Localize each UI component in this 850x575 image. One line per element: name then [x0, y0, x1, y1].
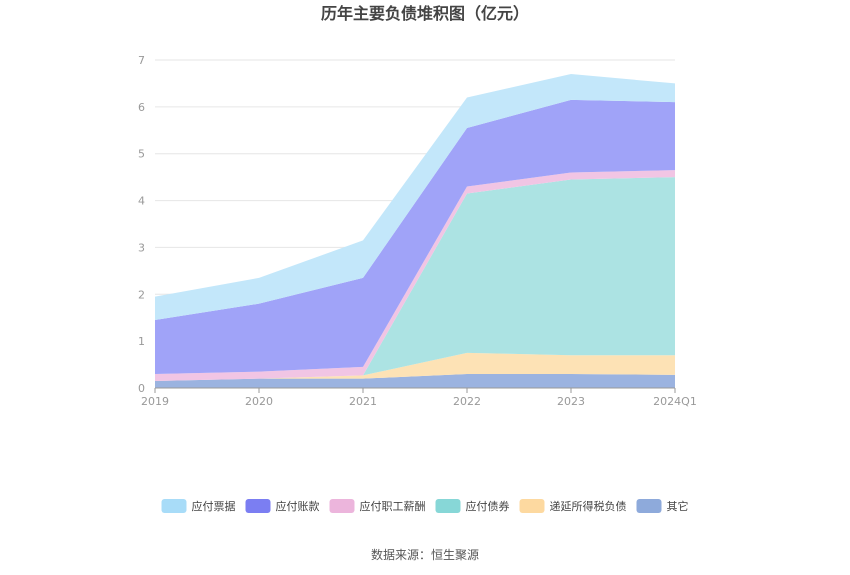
- legend-swatch: [329, 499, 355, 513]
- y-tick-label: 4: [138, 195, 145, 208]
- legend: 应付票据 应付账款 应付职工薪酬 应付债券 递延所得税负债 其它: [161, 499, 689, 513]
- legend-item[interactable]: 应付账款: [245, 499, 320, 513]
- area-应付账款: [155, 99, 675, 374]
- legend-label: 应付账款: [276, 499, 320, 513]
- y-tick-label: 5: [138, 148, 145, 161]
- y-tick-label: 1: [138, 335, 145, 348]
- legend-item[interactable]: 应付债券: [435, 499, 510, 513]
- legend-item[interactable]: 递延所得税负债: [519, 499, 627, 513]
- y-tick-label: 2: [138, 288, 145, 301]
- x-axis: 2019 2020 2021 2022 2023 2024Q1: [141, 387, 697, 408]
- legend-swatch: [519, 499, 545, 513]
- x-tick-label: 2019: [141, 395, 169, 408]
- legend-swatch: [161, 499, 187, 513]
- area-其它: [155, 373, 675, 388]
- area-series-group: [155, 74, 675, 388]
- legend-item[interactable]: 应付票据: [161, 499, 236, 513]
- legend-swatch: [245, 499, 271, 513]
- y-tick-label: 3: [138, 241, 145, 254]
- legend-label: 应付职工薪酬: [360, 499, 426, 513]
- data-source: 数据来源：恒生聚源: [371, 547, 479, 562]
- legend-item[interactable]: 其它: [636, 499, 689, 513]
- x-tick-label: 2020: [245, 395, 273, 408]
- y-tick-label: 0: [138, 382, 145, 395]
- x-tick-label: 2022: [453, 395, 481, 408]
- legend-label: 应付债券: [466, 499, 510, 513]
- area-应付债券: [155, 177, 675, 381]
- legend-label: 应付票据: [192, 499, 236, 513]
- legend-label: 递延所得税负债: [550, 499, 627, 513]
- legend-label: 其它: [667, 499, 689, 513]
- legend-swatch: [435, 499, 461, 513]
- area-递延所得税负债: [155, 352, 675, 381]
- area-应付票据: [155, 74, 675, 321]
- legend-swatch: [636, 499, 662, 513]
- chart-title: 历年主要负债堆积图（亿元）: [321, 4, 529, 23]
- y-tick-label: 7: [138, 54, 145, 67]
- legend-item[interactable]: 应付职工薪酬: [329, 499, 426, 513]
- y-tick-label: 6: [138, 101, 145, 114]
- x-tick-label: 2023: [557, 395, 585, 408]
- y-axis: 0 1 2 3 4 5 6 7: [138, 54, 145, 395]
- x-tick-label: 2024Q1: [653, 395, 697, 408]
- x-tick-label: 2021: [349, 395, 377, 408]
